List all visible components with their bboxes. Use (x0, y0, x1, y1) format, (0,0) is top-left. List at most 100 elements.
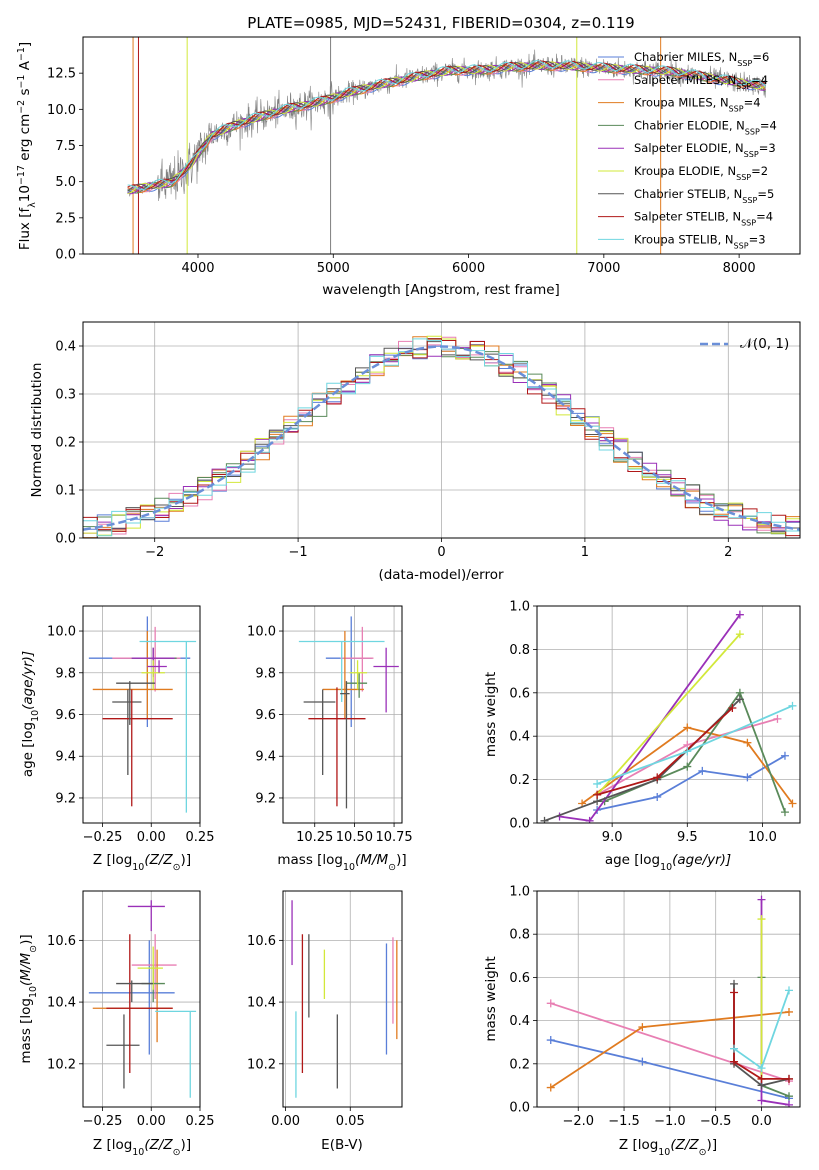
x-axis-label-part: ⊙ (173, 1147, 181, 1158)
data-point-marker (785, 1092, 794, 1101)
legend-entry-label-part: =2 (751, 164, 768, 178)
age_vs_mass-ytick-label: 9.4 (255, 750, 276, 765)
age_vs_mass-xtick-label: 10.75 (375, 830, 412, 845)
data-point-marker (546, 1083, 555, 1092)
y-axis-label-part: −2 (16, 100, 27, 114)
legend-entry-label-part: =4 (760, 118, 777, 132)
data-point-marker (540, 816, 549, 823)
legend-entry-label: Salpeter STELIB, NSSP=4 (634, 210, 773, 228)
weight_vs_age-ytick-label: 0.8 (509, 643, 530, 658)
y-axis-label: mass weight (483, 672, 499, 757)
y-axis-label: mass [log10(M/M⊙)] (18, 934, 39, 1063)
age_vs_Z-plot-area (88, 616, 197, 813)
data-point-marker (698, 766, 707, 775)
y-axis-label-part: 10 (17, 185, 33, 202)
mass_vs_ebv-ytick-label: 10.2 (247, 1057, 276, 1072)
data-point-marker (743, 738, 752, 747)
residuals-ytick-label: 0.3 (55, 388, 76, 403)
age_vs_Z-xtick-label: 0.00 (137, 830, 166, 845)
legend-entry-label-part: Chabrier ELODIE, N (634, 118, 745, 132)
data-point-marker (728, 703, 737, 712)
legend-entry-label-part: SSP (742, 195, 757, 204)
residuals-plot-area (83, 335, 800, 538)
data-point-marker (788, 799, 797, 808)
model-spectrum-line (127, 62, 766, 194)
series-line (559, 614, 741, 822)
legend-entry-label-part: SSP (744, 150, 759, 159)
legend-entry-label: Salpeter ELODIE, NSSP=3 (634, 141, 776, 159)
mass_vs_Z-ytick-label: 10.2 (47, 1057, 76, 1072)
x-axis-label: wavelength [Angstrom, rest frame] (322, 282, 560, 298)
data-point-marker (593, 790, 602, 799)
legend-entry-label-part: =3 (749, 232, 766, 246)
legend-entry-label: Chabrier STELIB, NSSP=5 (634, 187, 774, 205)
data-point-marker (785, 1100, 794, 1107)
mass_vs_Z-xtick-label: 0.00 (137, 1114, 166, 1129)
x-axis-label-part: )] (396, 852, 407, 868)
legend-entry-label-part: Kroupa MILES, N (634, 96, 729, 110)
weight_vs_Z-panel: −2.0 −1.5 −1.0 −0.5 0.0 0.0 0.2 0.4 0.6 0.8 1.0 Z [… (483, 885, 801, 1158)
x-axis-label: Z [log10(Z/Z⊙)] (93, 852, 191, 873)
data-point-marker (546, 1036, 555, 1045)
data-spectrum-line (127, 49, 767, 202)
x-axis-label: age [log10(age/yr)] (605, 852, 731, 873)
age_vs_Z-ytick-label: 10.0 (47, 625, 76, 640)
legend-entry-label: Chabrier MILES, NSSP=6 (634, 50, 769, 68)
legend-entry-label-part: =5 (757, 187, 774, 201)
age_vs_Z-ytick-label: 9.2 (55, 791, 76, 806)
data-point-marker (593, 779, 602, 788)
weight_vs_age-plot-area (540, 610, 797, 823)
legend-entry-label-part: =4 (756, 210, 773, 224)
x-axis-label: E(B-V) (321, 1137, 363, 1153)
weight_vs_Z-xtick-label: −1.0 (654, 1114, 686, 1129)
legend-entry-label-part: Chabrier MILES, N (634, 50, 737, 64)
legend-entry-label-part: SSP (736, 173, 751, 182)
mass_vs_Z-frame (82, 890, 201, 1108)
y-axis-label-part: Flux [f (17, 207, 33, 251)
y-axis-label-part: mass [log (18, 998, 34, 1064)
weight_vs_Z-xtick-label: −1.5 (608, 1114, 640, 1129)
weight_vs_Z-xtick-label: −2.0 (562, 1114, 594, 1129)
x-axis-label-part: ⊙ (388, 862, 396, 873)
residuals-grid (83, 322, 800, 539)
mass_vs_Z-plot-area (88, 900, 197, 1098)
x-axis-label-part: 10 (343, 862, 355, 873)
mass_vs_Z-ytick-label: 10.6 (47, 934, 76, 949)
data-point-marker (735, 695, 744, 704)
age_vs_mass-ytick-label: 10.0 (247, 625, 276, 640)
age_vs_Z-panel: −0.25 0.00 0.259.29.49.69.810.0Z [log10(Z/… (20, 605, 214, 873)
x-axis-label-part: mass [log (277, 852, 343, 868)
weight_vs_age-ytick-label: 1.0 (509, 600, 530, 615)
data-point-marker (653, 792, 662, 801)
legend-entry-label-part: =3 (759, 141, 776, 155)
x-axis-label-part: 10 (660, 862, 672, 873)
data-point-marker (788, 701, 797, 710)
data-point-marker (785, 1007, 794, 1016)
spectrum-xtick-label: 6000 (452, 261, 485, 276)
weight_vs_age-ytick-label: 0.2 (509, 773, 530, 788)
mass_vs_ebv-ytick-label: 10.6 (247, 934, 276, 949)
weight_vs_Z-plot-area (546, 895, 794, 1107)
y-axis-label-part: )] (18, 934, 34, 945)
age_vs_Z-grid (83, 606, 201, 823)
x-axis-label-part: Z [log (93, 852, 132, 868)
y-axis-label: Normed distribution (29, 363, 45, 498)
legend-entry-label-part: SSP (737, 59, 752, 68)
legend-entry-label-part: SSP (729, 104, 744, 113)
y-axis-label: Flux [fλ10−17 erg cm−2 s−1 A−1] (16, 42, 38, 250)
x-axis-label-part: ⊙ (699, 1147, 707, 1158)
mass_vs_ebv-plot-area (291, 900, 398, 1098)
normal-distribution-curve (83, 345, 800, 531)
spectrum-xtick-label: 8000 (723, 261, 756, 276)
legend-entry-label-part: =6 (752, 50, 769, 64)
spectrum-ytick-label: 2.5 (55, 211, 76, 226)
legend-entry-label-part: Kroupa ELODIE, N (634, 164, 736, 178)
residuals-xtick-label: −2 (145, 545, 164, 560)
residuals-ytick-label: 0.4 (55, 340, 76, 355)
spectrum-ytick-label: 12.5 (47, 67, 76, 82)
residuals-ytick-label: 0.0 (55, 532, 76, 547)
residuals-panel: −2 −1 0 1 2 0.0 0.1 0.2 0.3 0.4 𝒩(0, 1) (data-model… (29, 321, 801, 583)
series-line (604, 690, 786, 813)
weight_vs_age-xtick-label: 9.0 (602, 830, 623, 845)
